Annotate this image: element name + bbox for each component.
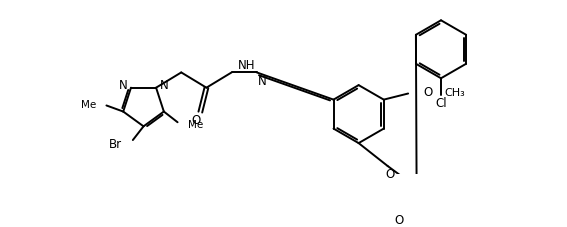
Text: CH₃: CH₃ (445, 88, 466, 98)
Text: N: N (119, 79, 127, 92)
Text: NH: NH (238, 59, 255, 72)
Text: Cl: Cl (435, 97, 447, 110)
Text: N: N (160, 79, 168, 92)
Text: O: O (395, 213, 404, 226)
Text: Me: Me (81, 99, 96, 109)
Text: O: O (386, 167, 395, 180)
Text: N: N (259, 74, 267, 87)
Text: Me: Me (188, 119, 204, 129)
Text: O: O (424, 86, 433, 99)
Text: Br: Br (109, 138, 122, 151)
Text: O: O (191, 114, 200, 127)
